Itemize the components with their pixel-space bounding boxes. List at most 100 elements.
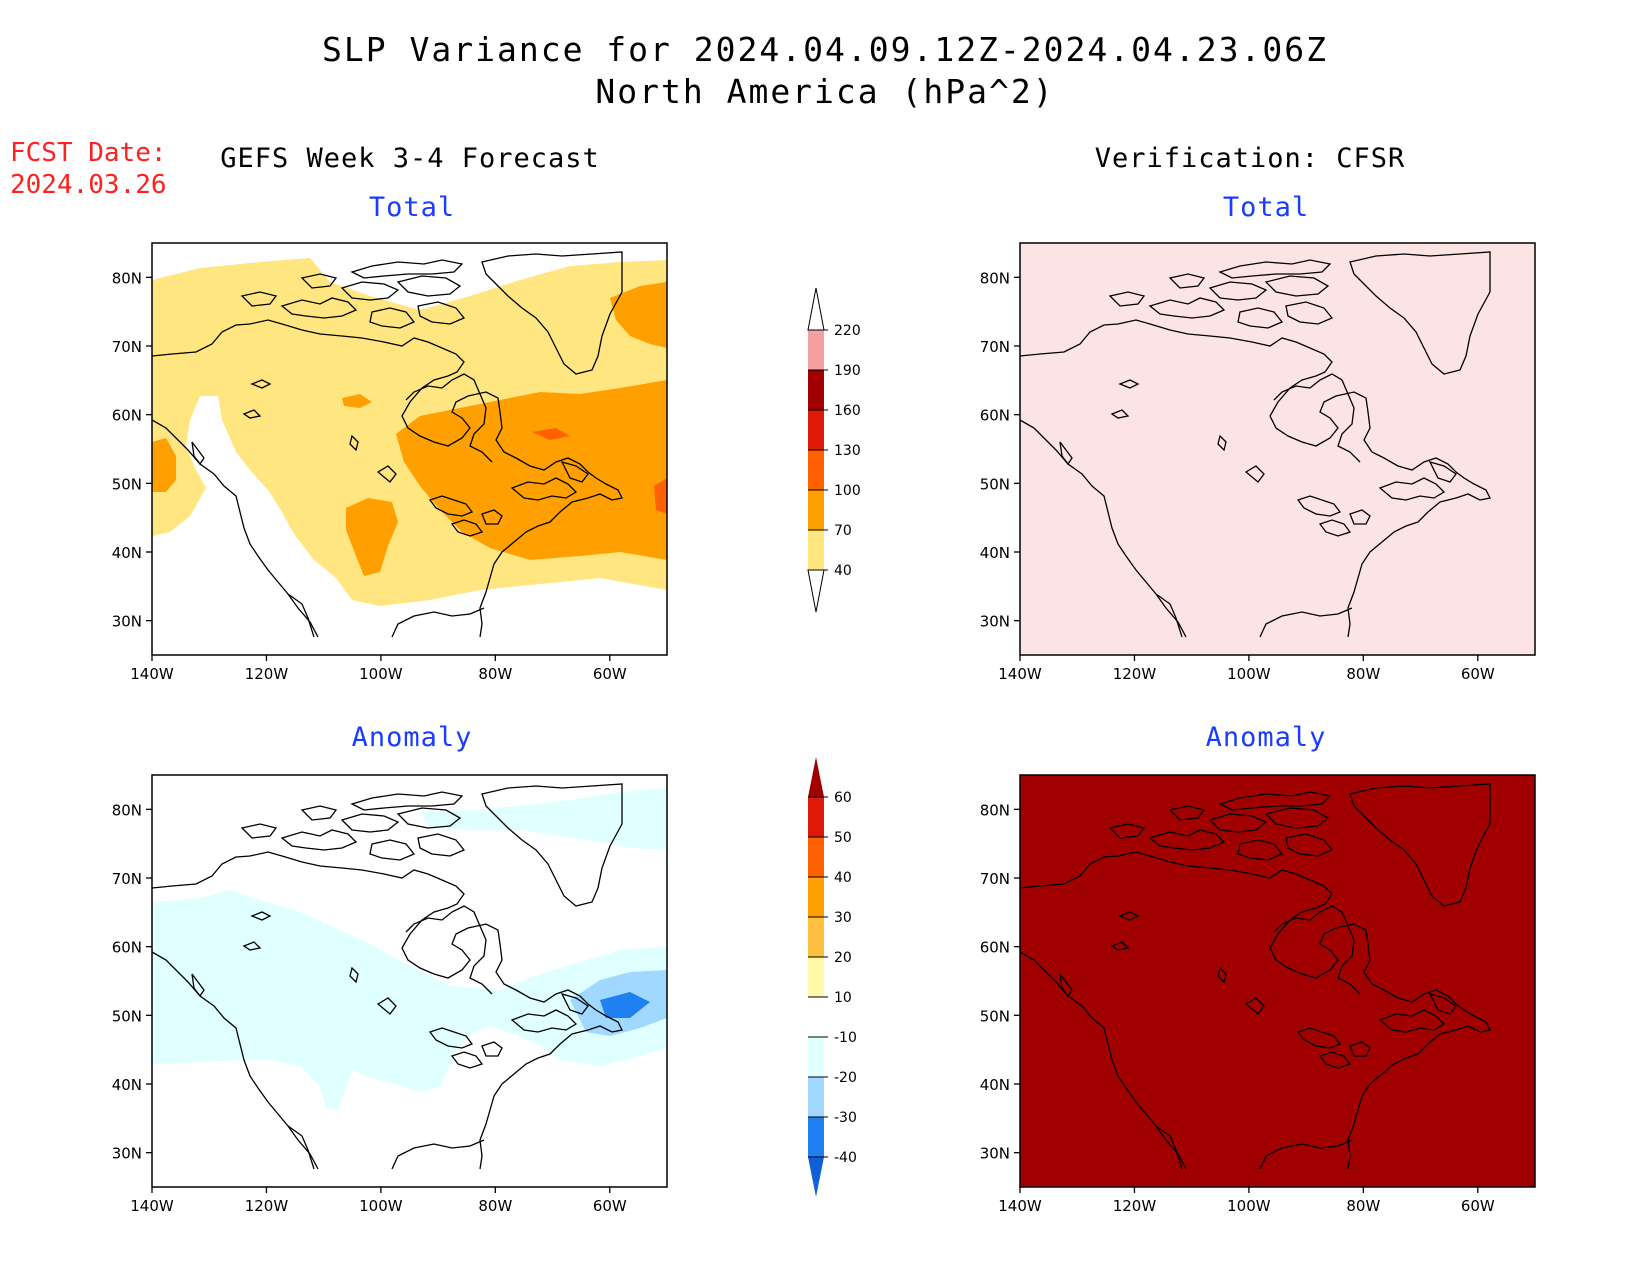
anomaly-colorbar-swatch bbox=[808, 797, 824, 837]
verification-total-lat-label: 80N bbox=[980, 269, 1010, 287]
anomaly-colorbar: 60 50 40 30 20 10 -10 -20 -30 -40 bbox=[808, 757, 857, 1197]
total-colorbar: 220 190 160 130 100 70 40 bbox=[807, 287, 861, 613]
verification-total-lat-label: 30N bbox=[980, 613, 1010, 631]
forecast-total-lat-label: 40N bbox=[112, 544, 142, 562]
fcst-date-label: FCST Date: bbox=[10, 138, 167, 168]
total-colorbar-label: 70 bbox=[834, 523, 852, 539]
total-colorbar-over-arrow bbox=[807, 287, 825, 331]
axes-layer: 80N 70N 60N 50N 40N 30N 140W 120W 100W 80W 60W 80N 7… bbox=[112, 269, 1495, 1215]
anomaly-colorbar-label: -30 bbox=[834, 1110, 857, 1126]
forecast-anomaly-lat-label: 30N bbox=[112, 1145, 142, 1163]
total-colorbar-under-arrow bbox=[807, 569, 825, 613]
total-colorbar-label: 220 bbox=[834, 323, 861, 339]
forecast-anomaly-lon-label: 140W bbox=[130, 1197, 174, 1215]
verification-anomaly-lat-label: 70N bbox=[980, 870, 1010, 888]
verification-anomaly-lon-label: 140W bbox=[998, 1197, 1042, 1215]
verification-total-label: Total bbox=[1222, 192, 1310, 223]
anomaly-colorbar-label: 30 bbox=[834, 910, 852, 926]
forecast-anomaly-contour-minus10-north bbox=[420, 788, 667, 850]
forecast-total-lon-label: 140W bbox=[130, 665, 174, 683]
anomaly-colorbar-label: -20 bbox=[834, 1070, 857, 1086]
total-colorbar-label: 160 bbox=[834, 403, 861, 419]
anomaly-colorbar-swatch bbox=[808, 1037, 824, 1077]
verification-total-lon-label: 80W bbox=[1346, 665, 1380, 683]
forecast-total-map bbox=[151, 242, 668, 656]
forecast-total-lon-label: 80W bbox=[478, 665, 512, 683]
verification-total-lat-label: 60N bbox=[980, 407, 1010, 425]
left-column-title: GEFS Week 3-4 Forecast bbox=[220, 143, 600, 174]
fcst-date-value: 2024.03.26 bbox=[10, 170, 167, 200]
anomaly-colorbar-swatch bbox=[808, 837, 824, 877]
forecast-anomaly-lon-label: 80W bbox=[478, 1197, 512, 1215]
verification-anomaly-lon-label: 120W bbox=[1113, 1197, 1157, 1215]
verification-anomaly-map bbox=[1019, 774, 1536, 1188]
forecast-anomaly-contour-minus10 bbox=[152, 890, 667, 1110]
forecast-anomaly-label: Anomaly bbox=[351, 722, 473, 753]
forecast-anomaly-lat-label: 50N bbox=[112, 1007, 142, 1025]
verification-total-lat-label: 50N bbox=[980, 475, 1010, 493]
forecast-total-lon-label: 120W bbox=[245, 665, 289, 683]
right-column-title: Verification: CFSR bbox=[1094, 143, 1406, 174]
forecast-total-contour-70-west bbox=[152, 438, 176, 492]
forecast-total-lat-label: 60N bbox=[112, 407, 142, 425]
forecast-total-contour-70-small bbox=[342, 394, 372, 408]
anomaly-colorbar-swatch bbox=[808, 1077, 824, 1117]
forecast-total-lat-label: 30N bbox=[112, 613, 142, 631]
anomaly-colorbar-swatch bbox=[808, 1117, 824, 1157]
forecast-anomaly-lon-label: 120W bbox=[245, 1197, 289, 1215]
anomaly-colorbar-over-arrow bbox=[808, 757, 824, 797]
anomaly-colorbar-label: 20 bbox=[834, 950, 852, 966]
verification-anomaly-lat-label: 30N bbox=[980, 1145, 1010, 1163]
figure-title: SLP Variance for 2024.04.09.12Z-2024.04.… bbox=[322, 30, 1328, 69]
forecast-total-label: Total bbox=[368, 192, 456, 223]
verification-anomaly-label: Anomaly bbox=[1205, 722, 1327, 753]
forecast-anomaly-lon-label: 100W bbox=[359, 1197, 403, 1215]
total-colorbar-swatch bbox=[808, 530, 824, 570]
anomaly-colorbar-label: 40 bbox=[834, 870, 852, 886]
total-colorbar-label: 40 bbox=[834, 563, 852, 579]
forecast-anomaly-lon-label: 60W bbox=[593, 1197, 627, 1215]
total-colorbar-label: 190 bbox=[834, 363, 861, 379]
anomaly-colorbar-label: -40 bbox=[834, 1150, 857, 1166]
forecast-anomaly-lat-label: 70N bbox=[112, 870, 142, 888]
verification-anomaly-lon-label: 80W bbox=[1346, 1197, 1380, 1215]
anomaly-colorbar-label: 10 bbox=[834, 990, 852, 1006]
forecast-total-lat-label: 70N bbox=[112, 338, 142, 356]
anomaly-colorbar-swatch bbox=[808, 997, 824, 1037]
total-colorbar-label: 130 bbox=[834, 443, 861, 459]
verification-total-lon-label: 140W bbox=[998, 665, 1042, 683]
verification-anomaly-lat-label: 80N bbox=[980, 801, 1010, 819]
forecast-total-contour-70-northeast bbox=[610, 282, 667, 348]
total-colorbar-swatch bbox=[808, 330, 824, 370]
total-colorbar-label: 100 bbox=[834, 483, 861, 499]
forecast-total-contour-100 bbox=[654, 478, 667, 514]
anomaly-colorbar-under-arrow bbox=[808, 1157, 824, 1197]
total-colorbar-swatch bbox=[808, 490, 824, 530]
verification-total-field bbox=[1020, 243, 1535, 655]
figure-subtitle: North America (hPa^2) bbox=[595, 72, 1055, 111]
forecast-total-contour-70-central bbox=[346, 498, 398, 576]
verification-total-lon-label: 120W bbox=[1113, 665, 1157, 683]
verification-anomaly-lat-label: 50N bbox=[980, 1007, 1010, 1025]
verification-total-lon-label: 60W bbox=[1461, 665, 1495, 683]
verification-total-map bbox=[1019, 242, 1536, 656]
verification-total-lat-label: 40N bbox=[980, 544, 1010, 562]
anomaly-colorbar-swatch bbox=[808, 957, 824, 997]
verification-total-lon-label: 100W bbox=[1227, 665, 1271, 683]
total-colorbar-swatch bbox=[808, 410, 824, 450]
verification-anomaly-lat-label: 60N bbox=[980, 939, 1010, 957]
verification-total-lat-label: 70N bbox=[980, 338, 1010, 356]
forecast-anomaly-lat-label: 60N bbox=[112, 939, 142, 957]
verification-anomaly-lat-label: 40N bbox=[980, 1076, 1010, 1094]
verification-anomaly-lon-label: 60W bbox=[1461, 1197, 1495, 1215]
forecast-anomaly-lat-label: 80N bbox=[112, 801, 142, 819]
forecast-total-contour-100-small bbox=[532, 428, 570, 440]
anomaly-colorbar-label: 60 bbox=[834, 790, 852, 806]
anomaly-colorbar-swatch bbox=[808, 877, 824, 917]
forecast-total-lon-label: 100W bbox=[359, 665, 403, 683]
forecast-total-lon-label: 60W bbox=[593, 665, 627, 683]
forecast-anomaly-map bbox=[151, 774, 668, 1188]
forecast-total-lat-label: 50N bbox=[112, 475, 142, 493]
forecast-anomaly-contour-minus30 bbox=[600, 992, 650, 1018]
